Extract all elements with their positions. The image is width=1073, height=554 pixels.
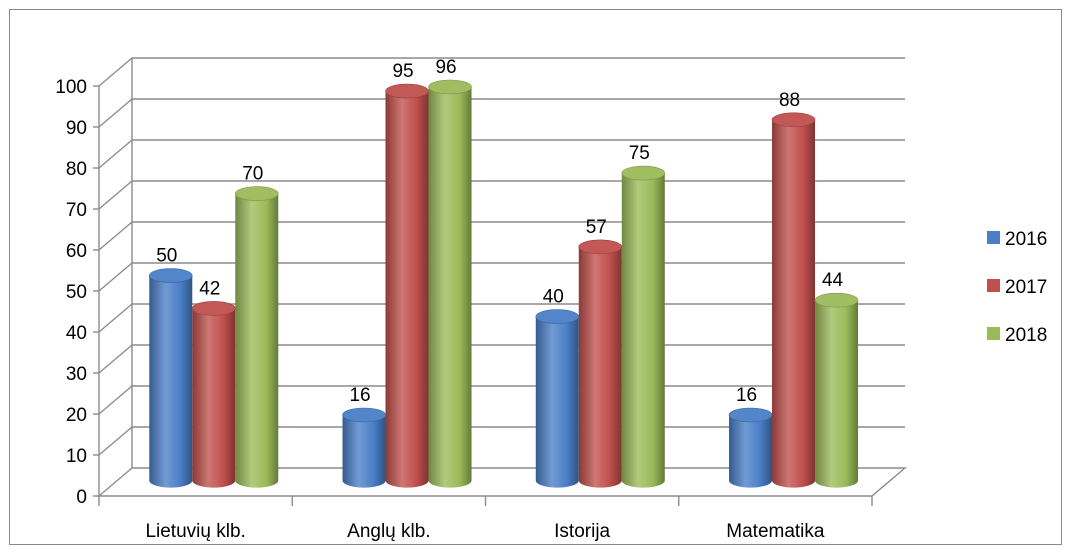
bar <box>385 83 429 488</box>
bar <box>578 239 623 488</box>
gridline <box>98 139 905 169</box>
bar-body <box>621 173 665 488</box>
data-label: 57 <box>586 217 607 238</box>
y-axis-ticks: 0 10 20 30 40 50 60 70 80 90 100 <box>55 77 100 508</box>
data-label: 42 <box>199 278 220 299</box>
legend-item: 2018 <box>987 325 1047 346</box>
gridline <box>98 57 905 87</box>
bar <box>535 309 580 488</box>
floor-plane <box>97 467 907 497</box>
legend: 2016 2017 2018 <box>987 229 1047 346</box>
bar-top <box>771 112 816 128</box>
bar-body <box>772 119 816 488</box>
x-tick-label: Istorija <box>554 521 610 542</box>
bar-top <box>814 292 859 308</box>
legend-swatch <box>987 327 1000 340</box>
data-label: 16 <box>736 385 757 406</box>
bar-top <box>148 268 193 283</box>
y-tick-label: 100 <box>55 77 87 98</box>
x-tick-label: Matematika <box>726 521 825 542</box>
y-tick-label: 50 <box>66 282 87 303</box>
y-tick-label: 30 <box>66 364 87 385</box>
bar-body <box>578 246 622 488</box>
bar <box>191 301 236 488</box>
bar-body <box>428 87 472 488</box>
bar <box>771 112 816 488</box>
bar-top <box>191 301 236 316</box>
y-tick-label: 60 <box>66 241 87 262</box>
bar <box>234 186 279 488</box>
data-label: 75 <box>629 143 650 164</box>
y-tick-label: 20 <box>66 405 87 426</box>
data-labels: 50 42 70 16 95 96 40 57 75 16 88 44 <box>156 57 843 406</box>
bar-top <box>728 407 773 423</box>
data-label: 40 <box>543 287 564 308</box>
legend-item: 2016 <box>987 229 1047 250</box>
bar-top <box>621 165 666 181</box>
x-axis: Lietuvių klb. Anglų klb. Istorija Matematik… <box>98 496 873 542</box>
bar-top <box>578 239 623 255</box>
data-label: 96 <box>435 57 456 78</box>
bar-body <box>815 300 859 488</box>
bar <box>728 407 773 488</box>
bar-body <box>235 193 279 488</box>
legend-swatch <box>987 279 1000 292</box>
bar-top <box>234 186 279 201</box>
bar-body <box>729 415 773 488</box>
y-tick-label: 10 <box>66 446 87 467</box>
bar-top <box>428 79 472 95</box>
bar <box>148 268 193 488</box>
data-label: 50 <box>156 246 177 267</box>
bar-body <box>535 316 579 488</box>
legend-item: 2017 <box>987 277 1047 298</box>
legend-label: 2017 <box>1005 277 1047 298</box>
data-label: 44 <box>822 270 844 291</box>
legend-label: 2018 <box>1005 325 1047 346</box>
x-tick-label: Lietuvių klb. <box>145 521 245 542</box>
bar <box>814 292 859 488</box>
bar <box>621 165 666 488</box>
bar <box>428 79 472 488</box>
y-tick-label: 40 <box>66 323 87 344</box>
data-label: 95 <box>392 61 413 82</box>
y-tick-label: 90 <box>66 118 87 139</box>
bar <box>342 407 386 488</box>
bar-top <box>342 407 386 423</box>
bar-body <box>385 91 429 488</box>
y-tick-label: 80 <box>66 159 87 180</box>
legend-label: 2016 <box>1005 229 1047 250</box>
gridline <box>98 98 905 128</box>
bar-body <box>149 275 193 488</box>
bar-body <box>192 308 236 488</box>
y-tick-label: 70 <box>66 200 87 221</box>
y-tick-label: 0 <box>76 487 87 508</box>
data-label: 70 <box>242 164 263 185</box>
x-tick-label: Anglų klb. <box>347 521 430 542</box>
data-label: 16 <box>349 385 370 406</box>
legend-swatch <box>987 231 1000 244</box>
bar-top <box>385 83 429 99</box>
bar-body <box>342 415 386 488</box>
data-label: 88 <box>779 90 800 111</box>
bars <box>148 79 859 488</box>
bar-top <box>535 309 580 324</box>
